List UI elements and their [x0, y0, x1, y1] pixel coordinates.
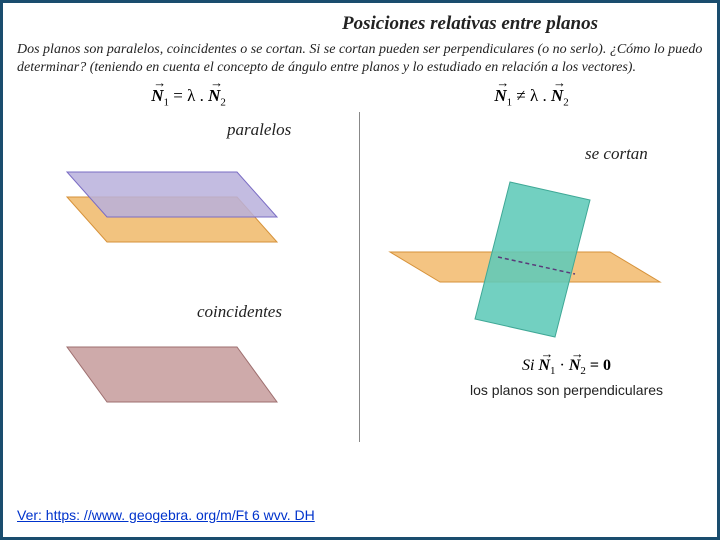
vector-n2: N	[569, 357, 581, 374]
page-title: Posiciones relativas entre planos	[237, 13, 703, 35]
formula-equal: N1 = λ . N2	[151, 86, 226, 108]
content-area: paralelos coincidentes se cortan Si N1 ·…	[17, 112, 703, 442]
paralelos-diagram	[37, 142, 297, 282]
label-paralelos: paralelos	[227, 120, 291, 140]
intersect-diagram	[370, 172, 690, 342]
vector-n1: N	[494, 86, 506, 105]
perpendicular-condition: Si N1 · N2 = 0 los planos son perpendicu…	[470, 357, 663, 397]
coincidentes-diagram	[37, 322, 297, 432]
right-column: se cortan Si N1 · N2 = 0 los planos son …	[360, 112, 703, 442]
geogebra-link[interactable]: Ver: https: //www. geogebra. org/m/Ft 6 …	[17, 507, 315, 523]
perpendicular-text: los planos son perpendiculares	[470, 382, 663, 398]
label-se-cortan: se cortan	[585, 144, 648, 164]
vector-n1: N	[538, 357, 550, 374]
left-column: paralelos coincidentes	[17, 112, 360, 442]
vector-n2: N	[208, 86, 220, 105]
description-text: Dos planos son paralelos, coincidentes o…	[17, 41, 703, 76]
vector-n2: N	[551, 86, 563, 105]
label-coincidentes: coincidentes	[197, 302, 282, 322]
formula-row: N1 = λ . N2 N1 ≠ λ . N2	[17, 86, 703, 108]
formula-notequal: N1 ≠ λ . N2	[494, 86, 568, 108]
vector-n1: N	[151, 86, 163, 105]
